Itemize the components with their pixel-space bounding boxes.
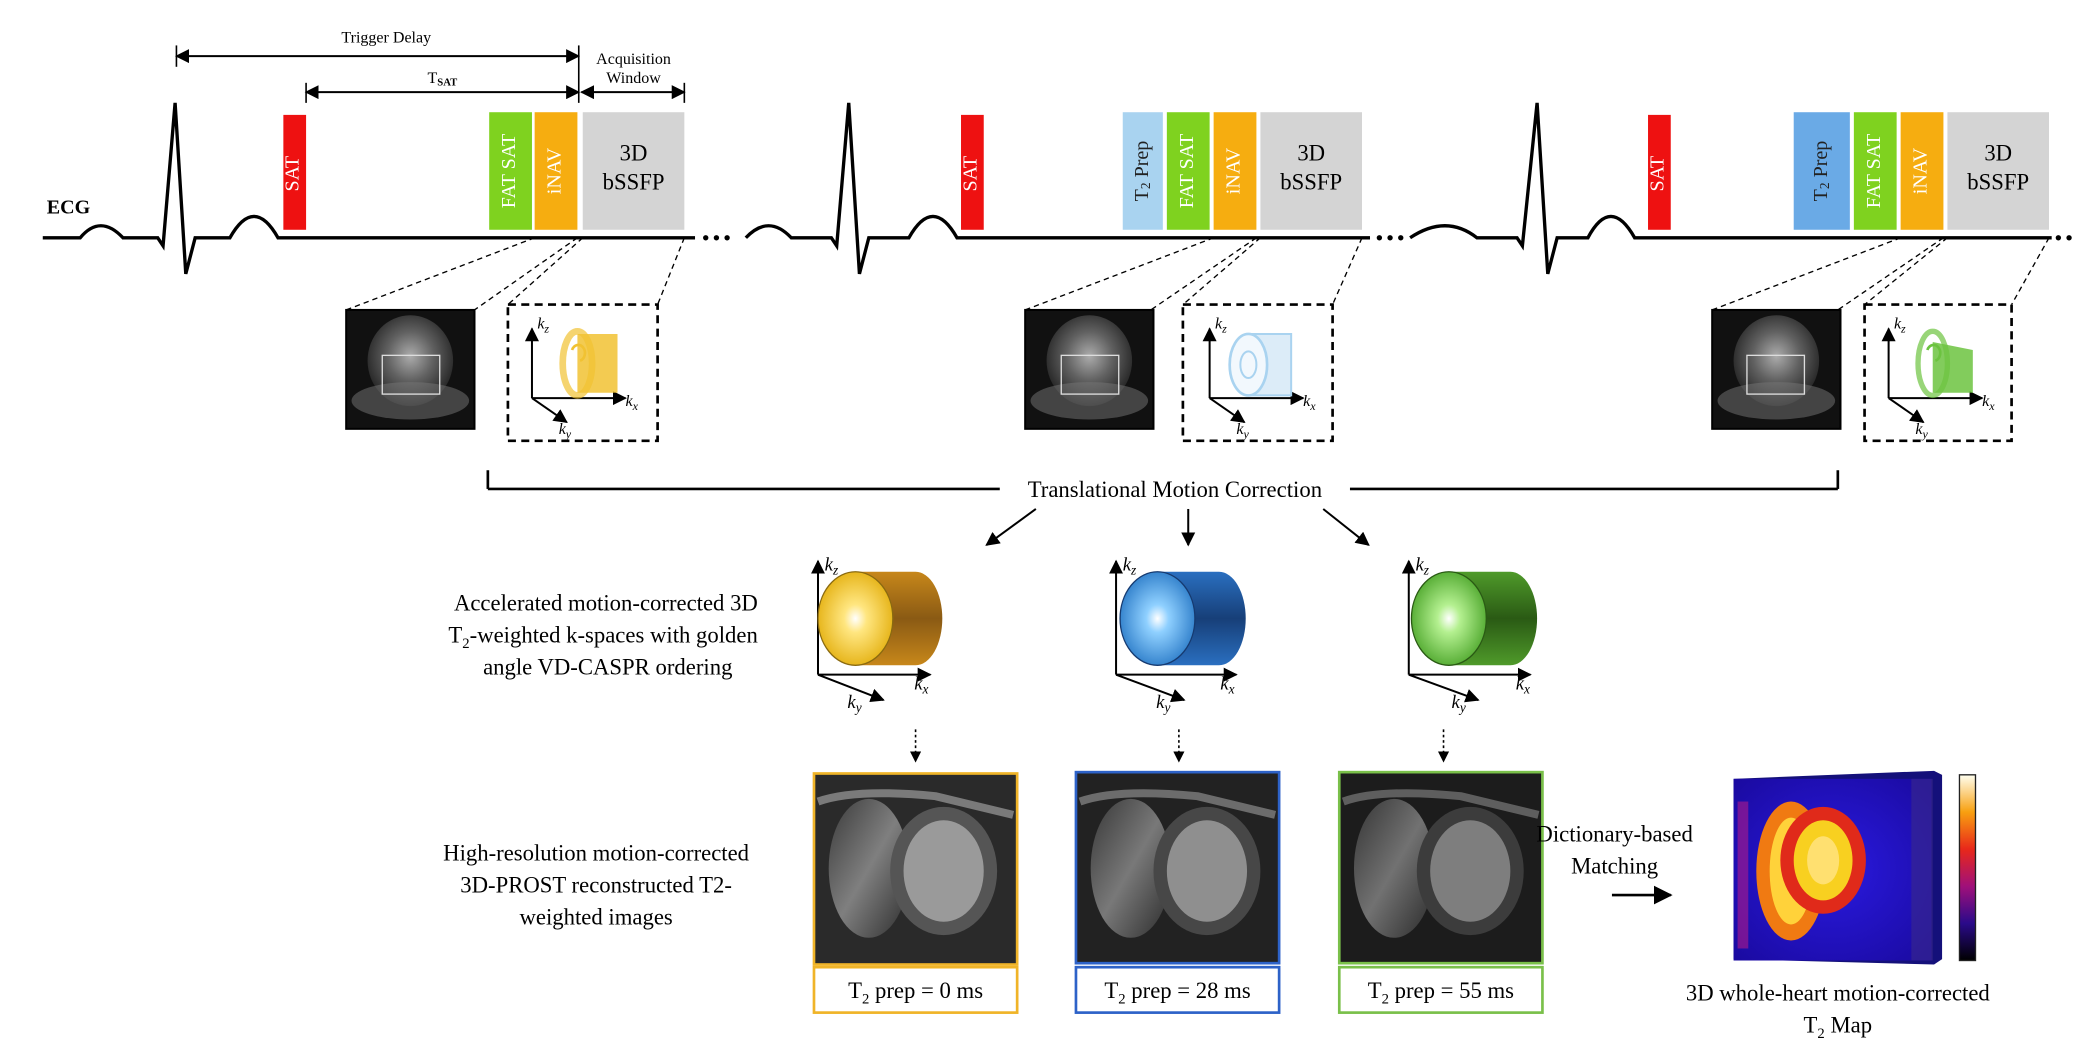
svg-text:ky: ky — [1452, 692, 1466, 715]
t2w-image-55ms: T2 prep = 55 ms — [1337, 770, 1544, 1014]
svg-text:SAT: SAT — [1646, 156, 1668, 192]
svg-text:kz: kz — [1215, 316, 1227, 336]
svg-text:kx: kx — [1982, 393, 1995, 413]
svg-text:SAT: SAT — [282, 156, 304, 192]
svg-text:Dictionary-based: Dictionary-based — [1536, 822, 1693, 847]
svg-text:FAT SAT: FAT SAT — [1863, 134, 1885, 208]
svg-text:kx: kx — [914, 673, 928, 696]
motion-correction-bracket — [486, 470, 1840, 491]
trigger-delay-label: Trigger Delay — [341, 30, 431, 47]
svg-text:kz: kz — [1123, 554, 1137, 577]
svg-text:3D: 3D — [1984, 140, 2012, 165]
t-sat-label: TSAT — [428, 70, 458, 89]
svg-text:T2-weighted k-spaces with gold: T2-weighted k-spaces with golden — [448, 623, 758, 652]
svg-text:kx: kx — [626, 393, 639, 413]
inav-pulse — [1213, 112, 1257, 230]
ecg-trace — [42, 102, 2052, 275]
svg-text:iNAV: iNAV — [1910, 147, 1932, 194]
svg-text:kz: kz — [1894, 316, 1906, 336]
svg-text:weighted images: weighted images — [520, 904, 673, 929]
svg-text:T2 Map: T2 Map — [1804, 1013, 1873, 1042]
pulse-sequence-2: SAT T2 Prep FAT SAT iNAV 3D bSSFP — [959, 112, 1362, 230]
kspace-cylinder-green: kz kx ky — [1401, 554, 1538, 715]
t2-prep-55ms-label: T2 prep = 55 ms — [1368, 978, 1514, 1007]
svg-text:angle VD-CASPR ordering: angle VD-CASPR ordering — [483, 655, 732, 680]
t2-prep-pulse — [1122, 112, 1163, 230]
t2-map-caption: 3D whole-heart motion-corrected T2 Map — [1686, 981, 1991, 1042]
svg-text:kx: kx — [1516, 673, 1530, 696]
ecg-label: ECG — [47, 197, 91, 219]
bssfp-block — [1260, 112, 1362, 230]
svg-text:T2 Prep: T2 Prep — [1809, 141, 1831, 202]
svg-text:kz: kz — [825, 554, 839, 577]
kspace-segment-box-2: kz kx ky — [1181, 303, 1334, 443]
t2-prep-pulse — [1793, 112, 1850, 230]
svg-text:FAT SAT: FAT SAT — [498, 134, 520, 208]
navigator-image — [345, 308, 476, 430]
svg-text:SAT: SAT — [959, 156, 981, 192]
acquisition-window-label-2: Window — [606, 70, 661, 87]
navigator-image — [1711, 308, 1842, 430]
svg-text:T2 Prep: T2 Prep — [1130, 141, 1152, 202]
svg-text:FAT SAT: FAT SAT — [1176, 134, 1198, 208]
svg-text:kz: kz — [1415, 554, 1429, 577]
kspace-segment-box-1: kz kx ky — [506, 303, 659, 443]
svg-text:kx: kx — [1303, 393, 1316, 413]
pulse-sequence-1: SAT FAT SAT iNAV 3D bSSFP — [282, 112, 685, 230]
svg-text:ky: ky — [1156, 692, 1170, 715]
kspace-segment-box-3: kz kx ky — [1863, 303, 2013, 443]
svg-text:High-resolution motion-correct: High-resolution motion-corrected — [443, 840, 750, 865]
svg-text:ky: ky — [1915, 421, 1928, 441]
svg-text:3D: 3D — [1297, 140, 1325, 165]
t2-prep-28ms-label: T2 prep = 28 ms — [1104, 978, 1250, 1007]
kspace-cylinder-blue: kz kx ky — [1109, 554, 1246, 715]
t2-map — [1733, 770, 1943, 965]
t2w-image-0ms: T2 prep = 0 ms — [812, 772, 1019, 1014]
sat-pulse — [283, 114, 307, 230]
svg-text:Matching: Matching — [1571, 854, 1658, 879]
svg-text:kz: kz — [537, 316, 549, 336]
svg-text:iNAV: iNAV — [1223, 147, 1245, 194]
motion-correction-arrows — [985, 508, 1370, 547]
svg-text:3D-PROST reconstructed T2-: 3D-PROST reconstructed T2- — [460, 872, 732, 897]
svg-text:3D: 3D — [620, 140, 648, 165]
sat-pulse — [961, 114, 984, 230]
svg-text:ky: ky — [559, 421, 572, 441]
pulse-sequence-3: SAT T2 Prep FAT SAT iNAV 3D bSSFP — [1646, 112, 2050, 230]
timing-annotations: Trigger Delay TSAT Acquisition Window — [175, 30, 686, 103]
inav-pulse — [1900, 112, 1944, 230]
kspace-description: Accelerated motion-corrected 3D T2-weigh… — [448, 591, 758, 680]
svg-text:3D whole-heart motion-correcte: 3D whole-heart motion-corrected — [1686, 981, 1991, 1006]
reconstruction-arrows — [909, 729, 1450, 763]
svg-text:kx: kx — [1220, 673, 1234, 696]
svg-text:Accelerated motion-corrected 3: Accelerated motion-corrected 3D — [454, 591, 758, 616]
svg-text:bSSFP: bSSFP — [1967, 170, 2029, 195]
inav-pulse — [534, 112, 578, 230]
svg-text:bSSFP: bSSFP — [1280, 170, 1342, 195]
svg-text:iNAV: iNAV — [544, 147, 566, 194]
dictionary-matching: Dictionary-based Matching — [1536, 822, 1693, 905]
navigator-image — [1024, 308, 1155, 430]
navigator-images — [345, 308, 1842, 430]
fat-sat-pulse — [1853, 112, 1897, 230]
fat-sat-pulse — [489, 112, 532, 230]
bssfp-block — [1947, 112, 2050, 230]
bssfp-block — [582, 112, 685, 230]
svg-text:ky: ky — [1236, 421, 1249, 441]
t2-prep-0ms-label: T2 prep = 0 ms — [848, 978, 983, 1007]
kspace-cylinder-yellow: kz kx ky — [810, 554, 943, 715]
svg-text:ky: ky — [847, 692, 861, 715]
svg-text:bSSFP: bSSFP — [603, 170, 665, 195]
recon-description: High-resolution motion-corrected 3D-PROS… — [443, 840, 750, 929]
t2w-image-28ms: T2 prep = 28 ms — [1074, 770, 1281, 1014]
t2-colorbar — [1958, 774, 1977, 962]
ecg-continuation-dots — [703, 235, 2072, 241]
zoom-lines — [345, 237, 2050, 311]
motion-correction-label: Translational Motion Correction — [1028, 477, 1323, 502]
acquisition-window-label-1: Acquisition — [596, 51, 671, 68]
sat-pulse — [1648, 114, 1671, 230]
fat-sat-pulse — [1166, 112, 1210, 230]
